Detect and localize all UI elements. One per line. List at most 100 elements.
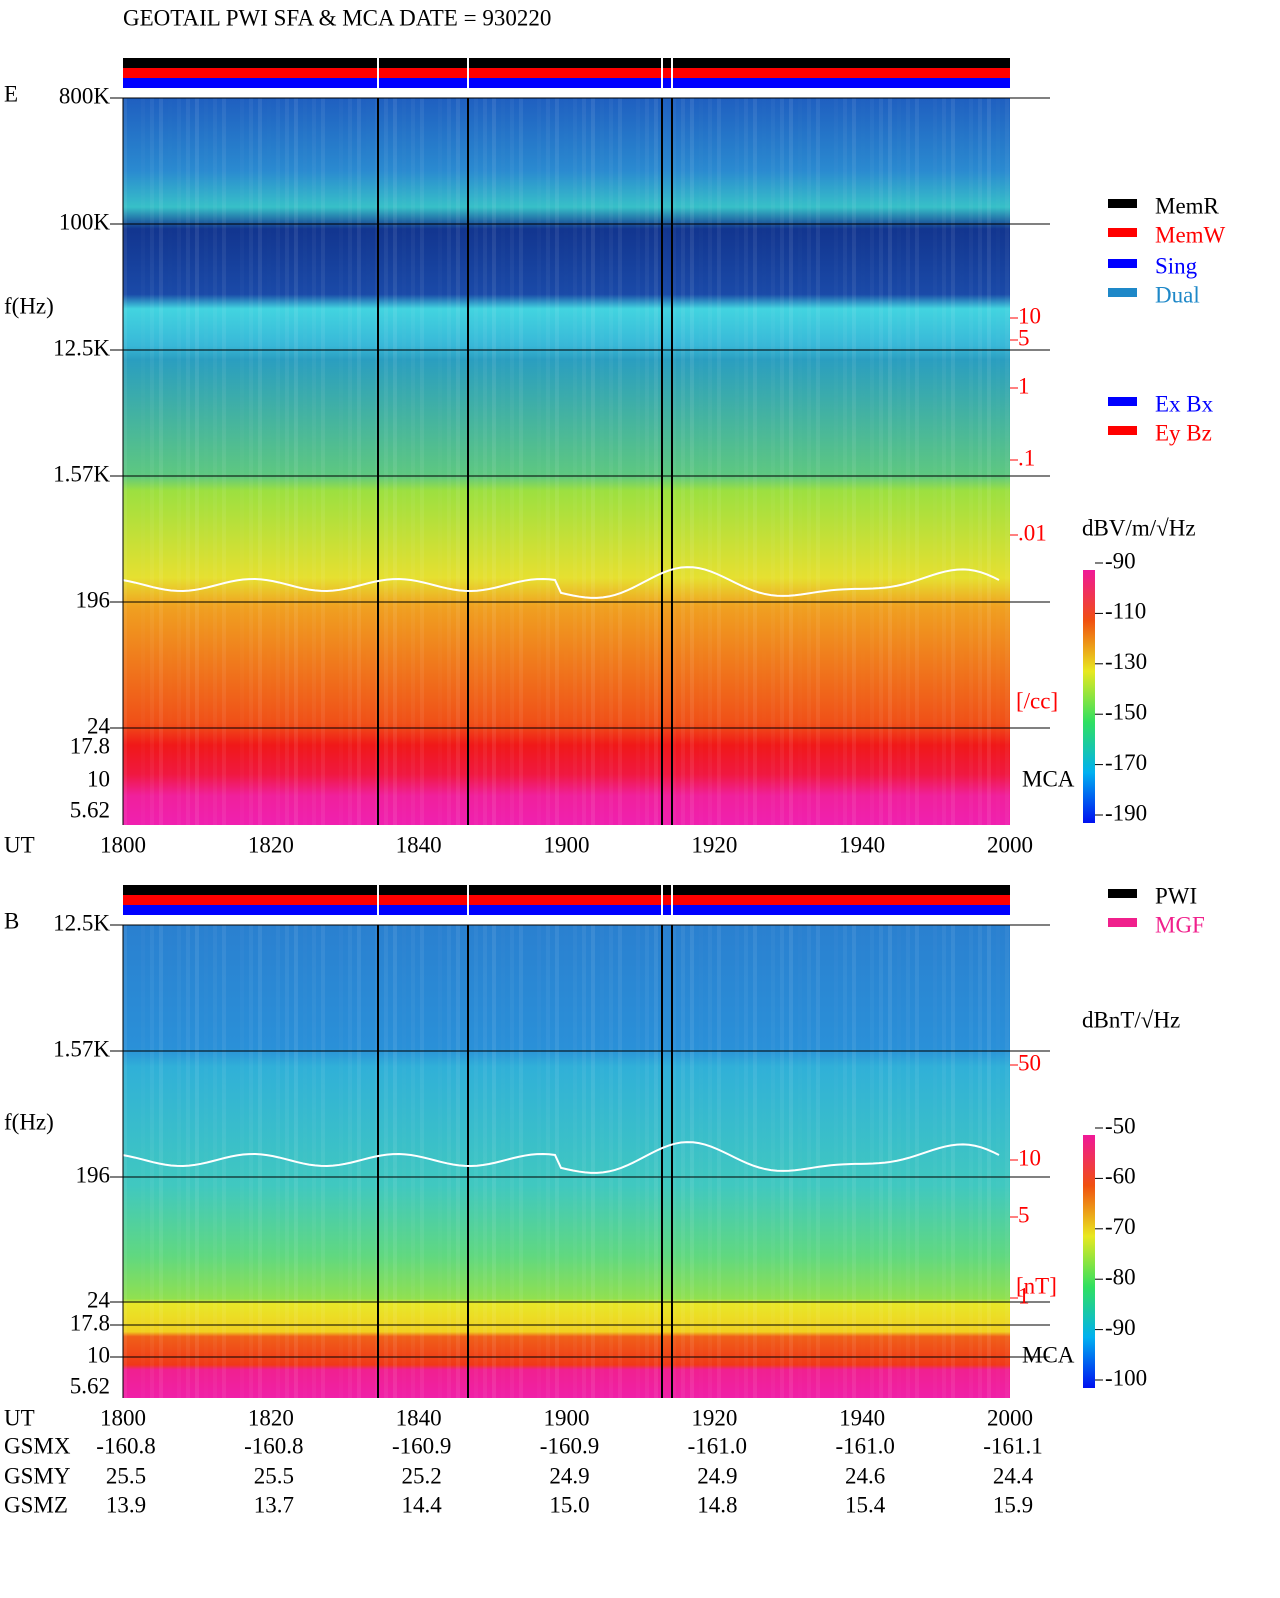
orbit-value: -161.1	[983, 1433, 1042, 1458]
freq-tick-label: 100K	[59, 209, 111, 234]
density-tick-label: 10	[1018, 303, 1041, 328]
spectrogram-texture	[978, 925, 982, 1398]
spectrogram-texture	[564, 98, 568, 825]
spectrogram-texture	[537, 98, 541, 825]
spectrogram-texture	[573, 925, 577, 1398]
spectrogram-texture	[519, 98, 523, 825]
legend-swatch	[1108, 199, 1137, 208]
spectrogram-texture	[276, 98, 280, 825]
legend-swatch	[1108, 397, 1137, 406]
freq-tick-label: 5.62	[70, 797, 110, 822]
spectrogram-texture	[906, 98, 910, 825]
spectrogram-texture	[555, 98, 559, 825]
spectrogram-texture	[411, 98, 415, 825]
spectrogram	[123, 98, 1010, 825]
spectrogram-texture	[510, 925, 514, 1398]
freq-tick-label: 196	[76, 1162, 111, 1187]
time-tick-label: 1940	[839, 832, 885, 857]
spectrogram-texture	[987, 98, 991, 825]
colorbar-unit: dBnT/√Hz	[1082, 1007, 1180, 1032]
time-tick-label: 2000	[987, 1405, 1033, 1430]
spectrogram-texture	[213, 98, 217, 825]
spectrogram-texture	[303, 925, 307, 1398]
colorbar-tick-label: -60	[1105, 1164, 1136, 1189]
spectrogram-texture	[861, 98, 865, 825]
spectrogram-texture	[249, 98, 253, 825]
spectrogram-texture	[384, 98, 388, 825]
spectrogram-texture	[420, 98, 424, 825]
freq-tick-label: 1.57K	[53, 461, 110, 486]
orbit-value: 14.8	[697, 1492, 737, 1517]
spectrogram-texture	[618, 925, 622, 1398]
density-tick-label: 50	[1018, 1050, 1041, 1075]
legend-label: Dual	[1155, 282, 1200, 307]
freq-tick-label: 1.57K	[53, 1036, 110, 1061]
spectrogram-texture	[951, 925, 955, 1398]
legend-swatch	[1108, 288, 1137, 297]
orbit-value: 24.9	[549, 1463, 589, 1488]
spectrogram-texture	[681, 98, 685, 825]
freq-tick-label: 800K	[59, 83, 111, 108]
legend-swatch	[1108, 426, 1137, 435]
colorbar	[1083, 570, 1095, 823]
spectrogram-texture	[483, 925, 487, 1398]
spectrogram-texture	[663, 925, 667, 1398]
spectrogram	[123, 925, 1010, 1398]
density-unit: [nT]	[1016, 1273, 1057, 1298]
spectrogram-texture	[771, 925, 775, 1398]
colorbar-tick-label: -80	[1105, 1264, 1136, 1289]
spectrogram-texture	[267, 98, 271, 825]
spectrogram-texture	[645, 98, 649, 825]
time-tick-label: 1820	[248, 832, 294, 857]
spectrogram-texture	[915, 925, 919, 1398]
status-bar	[123, 885, 1010, 895]
freq-tick-label: 10	[87, 766, 110, 791]
spectrogram-texture	[195, 925, 199, 1398]
density-tick-label: 5	[1018, 325, 1030, 350]
spectrogram-texture	[816, 925, 820, 1398]
orbit-value: -160.8	[244, 1433, 303, 1458]
spectrogram-texture	[510, 98, 514, 825]
legend-swatch	[1108, 259, 1137, 268]
panel-label: B	[4, 908, 19, 933]
spectrogram-texture	[339, 98, 343, 825]
spectrogram-texture	[186, 925, 190, 1398]
spectrogram-texture	[285, 98, 289, 825]
spectrogram-texture	[717, 98, 721, 825]
spectrogram-texture	[960, 925, 964, 1398]
spectrogram-texture	[735, 925, 739, 1398]
spectrogram-texture	[654, 925, 658, 1398]
spectrogram-texture	[780, 98, 784, 825]
legend-label: Sing	[1155, 253, 1198, 278]
spectrogram-texture	[384, 925, 388, 1398]
freq-tick-label: 24	[87, 1287, 111, 1312]
colorbar-tick-label: -100	[1105, 1365, 1147, 1390]
spectrogram-texture	[492, 98, 496, 825]
status-bar	[123, 58, 1010, 68]
spectrogram-texture	[123, 925, 127, 1398]
spectrogram-texture	[879, 925, 883, 1398]
spectrogram-texture	[501, 98, 505, 825]
spectrogram-texture	[312, 925, 316, 1398]
spectrogram-texture	[888, 98, 892, 825]
spectrogram-texture	[744, 98, 748, 825]
orbit-label: GSMY	[4, 1463, 71, 1488]
spectrogram-texture	[816, 98, 820, 825]
colorbar-unit: dBV/m/√Hz	[1082, 515, 1196, 540]
freq-tick-label: 24	[87, 713, 111, 738]
spectrogram-texture	[357, 98, 361, 825]
time-tick-label: 1840	[396, 1405, 442, 1430]
y-axis-label: f(Hz)	[4, 1109, 54, 1134]
spectrogram-texture	[222, 925, 226, 1398]
density-tick-label: 10	[1018, 1145, 1041, 1170]
spectrogram-texture	[609, 98, 613, 825]
spectrogram-texture	[276, 925, 280, 1398]
spectrogram-texture	[654, 98, 658, 825]
orbit-value: -160.9	[392, 1433, 451, 1458]
page-title: GEOTAIL PWI SFA & MCA DATE = 930220	[123, 5, 551, 30]
orbit-value: 15.9	[993, 1492, 1033, 1517]
spectrogram-texture	[798, 925, 802, 1398]
spectrogram-texture	[474, 925, 478, 1398]
colorbar-tick-label: -150	[1105, 699, 1147, 724]
